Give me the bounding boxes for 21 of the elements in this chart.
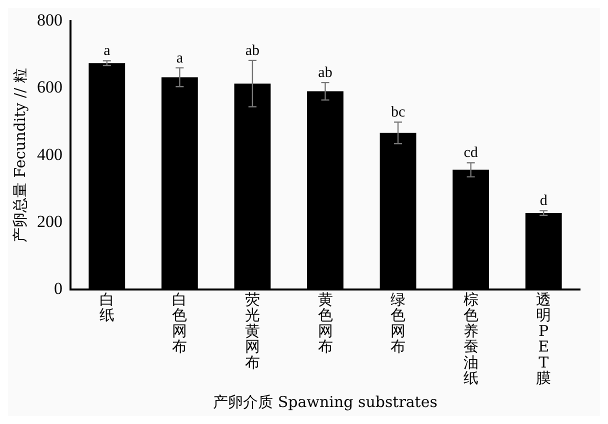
y-tick-label: 600 <box>37 78 62 97</box>
annotation: ab <box>318 65 332 82</box>
y-tick-label: 0 <box>54 278 62 298</box>
y-tick-label: 400 <box>37 144 62 164</box>
x-tick-label: 白色网布 <box>172 290 188 356</box>
annotation: cd <box>464 145 478 162</box>
x-tick-label: 绿色网布 <box>390 290 406 356</box>
y-tick-label: 800 <box>37 10 62 30</box>
x-tick-label: 黄色网布 <box>318 290 333 356</box>
x-tick-label: 透明PET膜 <box>536 290 552 388</box>
annotation: d <box>540 193 548 210</box>
annotation: a <box>176 50 184 66</box>
annotation: bc <box>390 104 406 121</box>
y-tick-label: 200 <box>37 212 62 231</box>
y-axis-title: 产卵总量 Fecundity // 粒 <box>10 68 29 243</box>
annotation: a <box>104 43 111 60</box>
annotation: ab <box>245 42 260 59</box>
x-tick-label: 荧光黄网布 <box>244 290 260 372</box>
x-tick-label: 棕色养蚕油纸 <box>463 290 478 388</box>
x-tick-label: 白纸 <box>99 290 114 324</box>
x-axis-title: 产卵介质 Spawning substrates <box>213 392 438 411</box>
